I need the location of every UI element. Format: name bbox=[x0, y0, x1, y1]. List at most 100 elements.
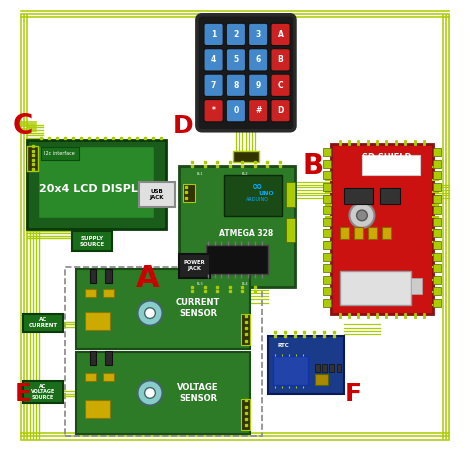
Bar bbox=[27, 146, 38, 171]
Text: *: * bbox=[211, 106, 216, 115]
Bar bbox=[139, 182, 174, 207]
Bar bbox=[105, 269, 112, 283]
Text: 8: 8 bbox=[233, 81, 238, 90]
Bar bbox=[90, 351, 96, 365]
FancyBboxPatch shape bbox=[248, 23, 268, 45]
Bar bbox=[433, 287, 441, 295]
Bar bbox=[433, 299, 441, 307]
Bar bbox=[433, 172, 441, 180]
Bar bbox=[23, 381, 63, 403]
Text: ∞: ∞ bbox=[252, 180, 262, 193]
Text: 3: 3 bbox=[255, 30, 261, 39]
Text: SD SHIELD: SD SHIELD bbox=[362, 153, 411, 162]
Bar bbox=[183, 185, 195, 202]
Bar bbox=[411, 278, 422, 294]
Text: A: A bbox=[136, 264, 160, 293]
Bar bbox=[323, 206, 331, 214]
Bar bbox=[323, 183, 331, 191]
Bar bbox=[85, 400, 110, 418]
FancyBboxPatch shape bbox=[204, 23, 223, 45]
Bar bbox=[85, 312, 110, 330]
Text: AC
CURRENT: AC CURRENT bbox=[28, 317, 57, 328]
Text: C: C bbox=[13, 112, 33, 141]
Bar bbox=[323, 218, 331, 226]
Bar bbox=[241, 399, 250, 430]
Text: BL4: BL4 bbox=[241, 282, 248, 286]
Bar bbox=[323, 172, 331, 180]
Bar bbox=[286, 218, 295, 242]
Text: ARDUINO: ARDUINO bbox=[246, 198, 269, 202]
Bar bbox=[323, 264, 331, 272]
Bar bbox=[323, 148, 331, 156]
Bar bbox=[340, 271, 411, 305]
Bar bbox=[286, 182, 295, 207]
Text: B: B bbox=[278, 55, 283, 64]
FancyBboxPatch shape bbox=[204, 48, 223, 71]
Bar bbox=[433, 241, 441, 249]
Text: B: B bbox=[302, 153, 323, 180]
FancyBboxPatch shape bbox=[226, 100, 246, 122]
Bar bbox=[323, 194, 331, 202]
Bar bbox=[329, 364, 334, 372]
Bar bbox=[179, 254, 210, 278]
Text: RTC: RTC bbox=[277, 343, 289, 348]
Bar bbox=[85, 289, 96, 297]
Text: POWER
JACK: POWER JACK bbox=[184, 260, 206, 271]
Bar bbox=[206, 245, 268, 273]
Bar bbox=[331, 144, 433, 314]
Text: E: E bbox=[14, 382, 31, 406]
Text: 0: 0 bbox=[233, 106, 238, 115]
Bar bbox=[179, 167, 295, 287]
Bar bbox=[354, 227, 363, 239]
Bar bbox=[224, 176, 282, 216]
Bar bbox=[380, 188, 400, 203]
Text: ATMEGA 328: ATMEGA 328 bbox=[219, 229, 273, 238]
Bar bbox=[65, 267, 262, 436]
Text: 1: 1 bbox=[211, 30, 216, 39]
Circle shape bbox=[356, 210, 367, 221]
Text: 9: 9 bbox=[255, 81, 261, 90]
Bar bbox=[41, 147, 79, 160]
Bar bbox=[268, 336, 344, 394]
Bar bbox=[362, 155, 420, 176]
Bar bbox=[337, 364, 341, 372]
Bar bbox=[383, 227, 392, 239]
Text: I2c interface: I2c interface bbox=[45, 151, 75, 156]
Bar bbox=[323, 160, 331, 168]
Text: AC
VOLTAGE
SOURCE: AC VOLTAGE SOURCE bbox=[31, 383, 55, 400]
Bar bbox=[76, 352, 250, 434]
FancyBboxPatch shape bbox=[248, 100, 268, 122]
FancyBboxPatch shape bbox=[248, 48, 268, 71]
Text: D: D bbox=[277, 106, 284, 115]
Circle shape bbox=[145, 387, 155, 398]
FancyBboxPatch shape bbox=[226, 23, 246, 45]
Bar bbox=[90, 269, 96, 283]
FancyBboxPatch shape bbox=[204, 74, 223, 97]
Text: 5: 5 bbox=[233, 55, 238, 64]
Text: SUPPLY
SOURCE: SUPPLY SOURCE bbox=[80, 236, 105, 247]
Bar bbox=[103, 289, 114, 297]
Bar bbox=[433, 206, 441, 214]
Bar bbox=[315, 364, 319, 372]
Bar bbox=[273, 356, 309, 385]
Bar bbox=[433, 229, 441, 238]
Text: USB
JACK: USB JACK bbox=[149, 189, 164, 200]
Bar bbox=[323, 241, 331, 249]
Bar bbox=[433, 160, 441, 168]
Text: 4: 4 bbox=[211, 55, 216, 64]
Bar bbox=[323, 287, 331, 295]
Text: CURRENT
SENSOR: CURRENT SENSOR bbox=[176, 299, 220, 318]
Bar bbox=[105, 351, 112, 365]
Bar bbox=[344, 188, 373, 203]
Text: BL3: BL3 bbox=[197, 282, 203, 286]
Bar bbox=[76, 269, 250, 349]
Text: D: D bbox=[173, 114, 194, 138]
Circle shape bbox=[137, 380, 163, 405]
Bar bbox=[233, 151, 259, 162]
Text: BL2: BL2 bbox=[241, 172, 248, 176]
FancyBboxPatch shape bbox=[271, 48, 290, 71]
Text: F: F bbox=[345, 382, 362, 406]
Bar bbox=[103, 374, 114, 381]
Text: A: A bbox=[278, 30, 283, 39]
Bar bbox=[27, 140, 165, 229]
